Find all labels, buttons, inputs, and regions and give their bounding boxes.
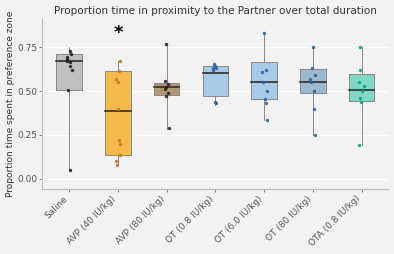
- Bar: [251, 62, 277, 99]
- Bar: [105, 71, 130, 155]
- Point: [307, 77, 314, 81]
- Point: [63, 55, 70, 59]
- Point: [210, 66, 217, 70]
- Point: [163, 85, 169, 89]
- Point: [165, 82, 172, 86]
- Bar: [300, 69, 325, 93]
- Point: [263, 89, 269, 93]
- Point: [357, 96, 363, 100]
- Point: [165, 91, 171, 95]
- Point: [115, 107, 121, 111]
- Point: [210, 68, 216, 72]
- Point: [116, 138, 122, 142]
- Point: [357, 68, 363, 72]
- Point: [361, 84, 368, 88]
- Point: [263, 101, 269, 105]
- Point: [163, 42, 169, 46]
- Point: [212, 64, 219, 68]
- Point: [116, 69, 123, 73]
- Point: [113, 77, 119, 81]
- Point: [264, 118, 270, 122]
- Point: [312, 133, 318, 137]
- Point: [166, 126, 173, 130]
- Point: [113, 163, 120, 167]
- Point: [67, 64, 74, 68]
- Title: Proportion time in proximity to the Partner over total duration: Proportion time in proximity to the Part…: [54, 6, 377, 15]
- Point: [358, 100, 364, 104]
- Point: [356, 80, 362, 84]
- Point: [117, 153, 124, 157]
- Point: [310, 107, 317, 111]
- Point: [117, 59, 123, 64]
- Y-axis label: Proportion time spent in preference zone: Proportion time spent in preference zone: [6, 10, 15, 197]
- Bar: [203, 66, 228, 96]
- Bar: [154, 83, 179, 95]
- Point: [356, 143, 362, 147]
- Bar: [349, 74, 374, 101]
- Point: [211, 62, 217, 66]
- Point: [67, 49, 73, 53]
- Text: *: *: [113, 24, 123, 42]
- Point: [212, 66, 219, 70]
- Point: [310, 45, 316, 50]
- Point: [65, 88, 72, 92]
- Bar: [56, 54, 82, 90]
- Point: [259, 70, 265, 74]
- Point: [117, 142, 123, 146]
- Point: [67, 60, 73, 64]
- Point: [260, 30, 267, 35]
- Point: [113, 159, 119, 163]
- Point: [309, 66, 315, 70]
- Point: [67, 168, 74, 172]
- Point: [212, 101, 219, 105]
- Point: [308, 81, 314, 85]
- Point: [162, 94, 169, 99]
- Point: [64, 58, 70, 62]
- Point: [357, 44, 363, 49]
- Point: [212, 100, 218, 104]
- Point: [115, 81, 121, 85]
- Point: [260, 81, 266, 85]
- Point: [162, 87, 168, 91]
- Point: [68, 52, 74, 56]
- Point: [64, 57, 70, 61]
- Point: [262, 97, 268, 101]
- Point: [359, 89, 366, 93]
- Point: [263, 68, 269, 72]
- Point: [69, 68, 75, 72]
- Point: [311, 73, 318, 77]
- Point: [311, 89, 318, 93]
- Point: [162, 79, 168, 83]
